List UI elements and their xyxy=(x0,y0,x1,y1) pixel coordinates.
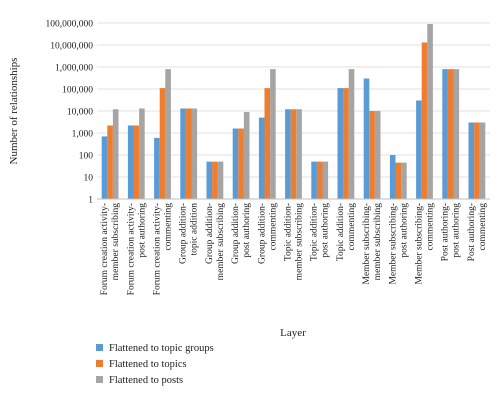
bar xyxy=(165,69,171,199)
bar xyxy=(107,125,113,199)
y-tick-label: 100,000,000 xyxy=(46,20,94,30)
bar xyxy=(206,161,213,199)
bar xyxy=(243,112,250,199)
y-tick-label: 10,000,000 xyxy=(50,42,93,52)
bar xyxy=(374,111,381,199)
bar xyxy=(185,108,192,199)
y-tick-label: 1,000,000 xyxy=(55,64,93,74)
bar xyxy=(322,161,329,199)
y-tick-label: 1,000 xyxy=(72,130,94,140)
y-tick-label: 100,000 xyxy=(62,86,93,96)
bar xyxy=(238,128,244,199)
bar xyxy=(159,88,166,199)
bar xyxy=(139,108,145,199)
bar xyxy=(316,161,323,199)
bar xyxy=(133,125,140,199)
x-tick-label: Forum creation activity-post authoring xyxy=(126,203,147,296)
bar xyxy=(474,122,480,199)
bar xyxy=(447,69,454,199)
legend-label: Flattened to topics xyxy=(109,359,187,370)
y-tick-label: 10 xyxy=(84,174,94,184)
bar xyxy=(101,136,108,199)
legend-swatch xyxy=(96,360,103,367)
bar xyxy=(270,69,276,199)
bars xyxy=(101,24,486,200)
bar xyxy=(337,88,344,199)
x-tick-labels: Forum creation activity-member subscribi… xyxy=(100,203,488,296)
bar xyxy=(285,109,291,199)
x-tick-label: Topic addition-post authoring xyxy=(310,203,331,261)
bar xyxy=(296,109,302,199)
x-tick-label: Group addition-member subscribing xyxy=(205,203,226,281)
bar xyxy=(468,122,475,199)
bar xyxy=(232,128,239,199)
x-tick-label: Group addition-topic addition xyxy=(179,203,200,264)
bar xyxy=(479,122,486,199)
legend-label: Flattened to topic groups xyxy=(109,343,214,354)
x-tick-label: Group addition-post authoring xyxy=(231,203,252,264)
y-tick-label: 100 xyxy=(79,152,94,162)
x-tick-label: Forum creation activity-member subscribi… xyxy=(100,203,121,296)
x-tick-label: Forum creation activity-commenting xyxy=(153,203,174,296)
x-tick-label: Member subscribing-post authoring xyxy=(388,203,409,285)
bar xyxy=(311,161,317,199)
bar xyxy=(127,125,134,199)
x-tick-label: Topic addition-member subscribing xyxy=(284,203,305,281)
x-tick-label: Member subscribing-member subscribing xyxy=(362,203,383,285)
bar xyxy=(343,88,349,199)
bar xyxy=(264,88,271,199)
bar xyxy=(453,69,460,199)
bar xyxy=(427,24,433,200)
y-tick-label: 1 xyxy=(88,196,93,206)
bar xyxy=(442,69,448,199)
bar xyxy=(290,109,297,199)
y-tick-labels: 1 10 100 1,000 10,000 100,000 1,000,000 10,000,… xyxy=(46,20,94,206)
x-axis-title: Layer xyxy=(280,327,306,339)
x-tick-label: Group addition-commenting xyxy=(257,203,278,264)
y-tick-label: 10,000 xyxy=(67,108,93,118)
bar xyxy=(416,100,422,199)
legend-swatch xyxy=(96,376,103,383)
bar xyxy=(112,109,119,199)
x-tick-label: Member subscribing-commenting xyxy=(415,203,436,285)
bar xyxy=(348,69,355,199)
bar xyxy=(191,108,198,199)
bar xyxy=(389,155,396,199)
y-axis-title: Number of relationships xyxy=(8,58,20,165)
bar xyxy=(180,108,186,199)
x-tick-label: Post authoring-post authoring xyxy=(441,203,462,262)
x-tick-label: Post authoring-commenting xyxy=(467,203,488,262)
x-tick-label: Topic addition-commenting xyxy=(336,203,357,261)
bar xyxy=(395,162,402,199)
bar xyxy=(154,137,160,199)
bar xyxy=(421,42,428,199)
legend-swatch xyxy=(96,344,103,351)
bar xyxy=(212,161,218,199)
bar xyxy=(401,162,407,199)
bar xyxy=(217,161,224,199)
bar xyxy=(363,78,370,199)
bar xyxy=(369,111,375,199)
bar xyxy=(258,117,265,199)
legend: Flattened to topic groups Flattened to to… xyxy=(96,343,214,386)
legend-label: Flattened to posts xyxy=(109,375,183,386)
